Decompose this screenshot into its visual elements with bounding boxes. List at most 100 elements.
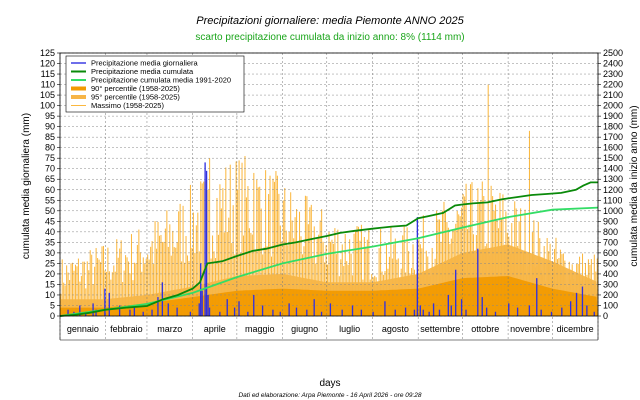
max-bar xyxy=(273,181,275,316)
max-bar xyxy=(309,207,311,316)
max-bar xyxy=(145,258,147,316)
max-bar xyxy=(179,203,181,316)
daily-bar xyxy=(226,299,228,316)
daily-bar xyxy=(384,301,386,316)
max-bar xyxy=(469,184,472,316)
daily-bar xyxy=(205,170,208,316)
max-bar xyxy=(355,231,357,316)
max-bar xyxy=(245,197,247,316)
max-bar xyxy=(66,265,68,316)
y-tick-label-left: 125 xyxy=(40,48,55,58)
max-bar xyxy=(329,241,331,316)
daily-bar xyxy=(485,307,488,316)
max-bar xyxy=(186,255,189,316)
daily-bar xyxy=(118,305,121,316)
footer-credit: Dati ed elaborazione: Arpa Piemonte - 16… xyxy=(238,392,421,399)
max-bar xyxy=(119,248,121,316)
max-bar xyxy=(95,248,97,316)
max-bar xyxy=(359,240,361,316)
y-tick-label-left: 85 xyxy=(45,132,55,142)
max-bar xyxy=(192,212,194,316)
daily-bar xyxy=(413,309,416,316)
daily-bar xyxy=(419,305,421,316)
max-bar xyxy=(321,209,323,316)
max-bar xyxy=(222,188,224,316)
month-label: marzo xyxy=(157,324,182,334)
max-bar xyxy=(356,226,358,316)
max-bar xyxy=(110,279,112,316)
max-bar xyxy=(319,220,321,316)
max-bar xyxy=(77,258,79,316)
max-bar xyxy=(219,184,221,316)
max-bar xyxy=(197,212,199,316)
max-bar xyxy=(304,195,306,316)
max-bar xyxy=(313,226,315,316)
max-bar xyxy=(72,262,74,316)
max-bar xyxy=(156,248,158,316)
plot-area: gennaio febbraio marzo aprile maggio giugno lu… xyxy=(40,48,623,341)
max-bar xyxy=(123,270,125,316)
daily-bar xyxy=(432,303,435,316)
max-bar xyxy=(282,200,284,316)
max-bar xyxy=(74,264,76,316)
max-bar xyxy=(73,270,75,316)
max-bar xyxy=(344,234,346,316)
max-bar xyxy=(130,234,133,316)
max-bar xyxy=(481,181,483,316)
daily-bar xyxy=(394,309,396,316)
y-tick-label-right: 2100 xyxy=(603,90,623,100)
max-bar xyxy=(128,261,130,316)
month-label: aprile xyxy=(204,324,226,334)
max-bar xyxy=(268,194,270,316)
daily-bar xyxy=(129,309,131,316)
max-bar xyxy=(257,187,259,316)
y-tick-label-left: 20 xyxy=(45,269,55,279)
daily-bar xyxy=(92,303,94,316)
max-bar xyxy=(129,273,131,316)
daily-bar xyxy=(233,307,236,316)
max-bar xyxy=(150,246,152,316)
max-bar xyxy=(125,255,127,316)
y-axis-left-label: cumulata media giornaliera (mm) xyxy=(21,113,32,259)
daily-bar xyxy=(351,305,354,316)
max-bar xyxy=(79,281,81,316)
y-tick-label-right: 800 xyxy=(603,227,618,237)
max-bar xyxy=(102,245,104,316)
max-bar xyxy=(279,225,281,316)
max-bar xyxy=(357,226,359,316)
y-tick-label-right: 1100 xyxy=(603,195,622,205)
daily-bar xyxy=(404,307,407,316)
daily-bar xyxy=(142,311,144,316)
y-tick-label-right: 2500 xyxy=(603,48,623,58)
y-tick-label-right: 2300 xyxy=(603,69,623,79)
daily-bar xyxy=(575,292,578,316)
max-bar xyxy=(275,171,277,316)
max-bar xyxy=(154,221,156,316)
max-bar xyxy=(596,258,598,316)
max-bar xyxy=(253,172,255,316)
y-tick-label-left: 110 xyxy=(41,80,55,90)
daily-bar xyxy=(422,309,424,316)
y-tick-label-left: 50 xyxy=(45,206,55,216)
legend-label: Precipitazione cumulata media 1991-2020 xyxy=(91,76,231,85)
month-label: febbraio xyxy=(110,324,143,334)
max-bar xyxy=(158,235,161,316)
daily-bar xyxy=(288,303,290,316)
max-bar xyxy=(80,275,82,316)
y-tick-label-left: 80 xyxy=(45,143,55,153)
y-tick-label-left: 75 xyxy=(45,153,55,163)
daily-bar xyxy=(261,305,264,316)
max-bar xyxy=(337,229,339,316)
max-bar xyxy=(363,236,365,316)
daily-bar xyxy=(306,309,308,316)
max-bar xyxy=(148,259,150,316)
max-bar xyxy=(89,250,91,316)
max-bar xyxy=(175,247,177,316)
y-tick-label-left: 25 xyxy=(45,258,55,268)
max-bar xyxy=(402,235,404,316)
max-bar xyxy=(201,183,203,316)
max-bar xyxy=(88,270,90,316)
daily-bar xyxy=(208,307,211,316)
max-bar xyxy=(157,221,159,316)
daily-bar xyxy=(176,307,178,316)
